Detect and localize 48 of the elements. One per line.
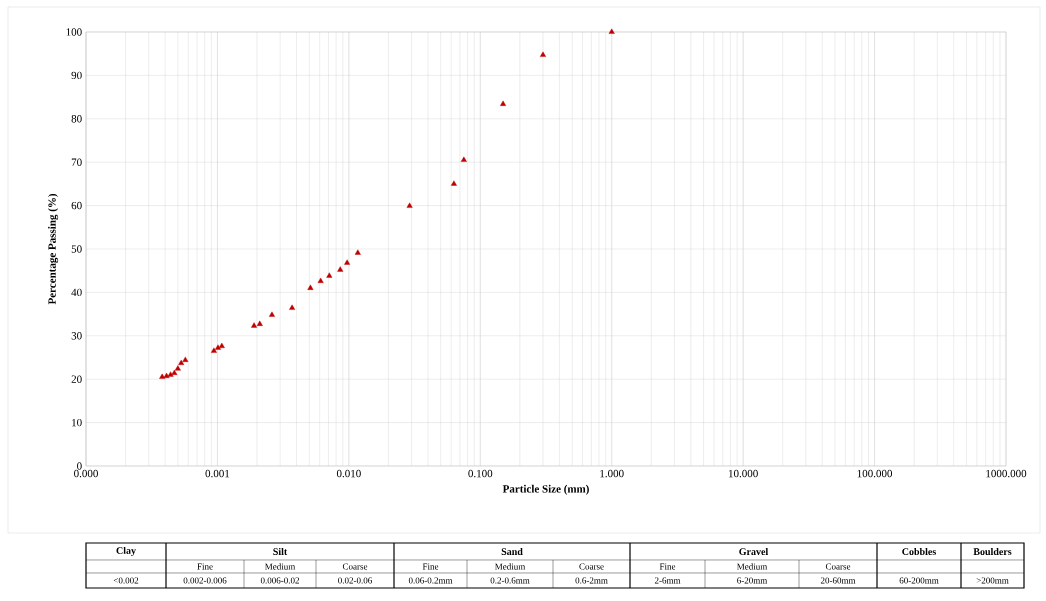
text: 0.006-0.02 (260, 577, 300, 584)
x-tick-label: 1.000 (600, 469, 624, 478)
text: Medium (495, 563, 526, 570)
x-tick-label: 1000.000 (986, 469, 1027, 478)
text: 0.002-0.006 (183, 577, 227, 584)
text: Sand (501, 547, 523, 555)
text: Boulders (973, 547, 1012, 556)
y-tick-label: 90 (71, 71, 82, 80)
y-axis-title: Percentage Passing (%) (48, 193, 59, 305)
text: Cobbles (902, 547, 936, 555)
text: 0.06-0.2mm (408, 577, 453, 584)
text: Silt (273, 547, 288, 555)
text: Fine (659, 563, 676, 570)
text: Fine (197, 563, 213, 570)
text: 2-6mm (654, 577, 681, 584)
text: 6-20mm (737, 577, 768, 584)
y-tick-label: 50 (71, 245, 82, 253)
x-tick-label: 0.100 (468, 469, 493, 478)
x-tick-label: 0.001 (205, 469, 230, 478)
text: Medium (265, 563, 296, 570)
y-tick-label: 60 (71, 201, 82, 210)
y-tick-label: 80 (71, 115, 82, 123)
y-tick-label: 70 (71, 158, 82, 166)
y-tick-label: 40 (71, 288, 82, 297)
text: 60-200mm (899, 577, 939, 584)
text: Clay (116, 546, 136, 557)
text: 0.2-0.6mm (490, 577, 530, 584)
y-tick-label: 100 (66, 28, 82, 36)
text: <0.002 (113, 577, 139, 584)
text: Medium (737, 563, 768, 570)
text: Fine (422, 563, 439, 570)
text: Coarse (342, 563, 368, 570)
text: Gravel (739, 547, 769, 555)
text: >200mm (976, 577, 1009, 584)
y-tick-label: 20 (71, 375, 82, 383)
y-tick-label: 10 (72, 418, 82, 427)
x-tick-label: 0.000 (74, 469, 98, 478)
text: Coarse (825, 563, 851, 570)
text: 0.02-0.06 (338, 577, 372, 584)
y-tick-label: 30 (71, 332, 82, 340)
y-tick-label: 0 (77, 462, 82, 470)
text: 0.6-2mm (575, 577, 608, 584)
text: 20-60mm (820, 577, 856, 584)
x-axis-title: Particle Size (mm) (502, 484, 589, 495)
text: Coarse (579, 563, 604, 570)
x-tick-label: 10.000 (728, 469, 758, 478)
x-tick-label: 0.010 (336, 469, 361, 478)
x-tick-label: 100.000 (857, 469, 893, 478)
